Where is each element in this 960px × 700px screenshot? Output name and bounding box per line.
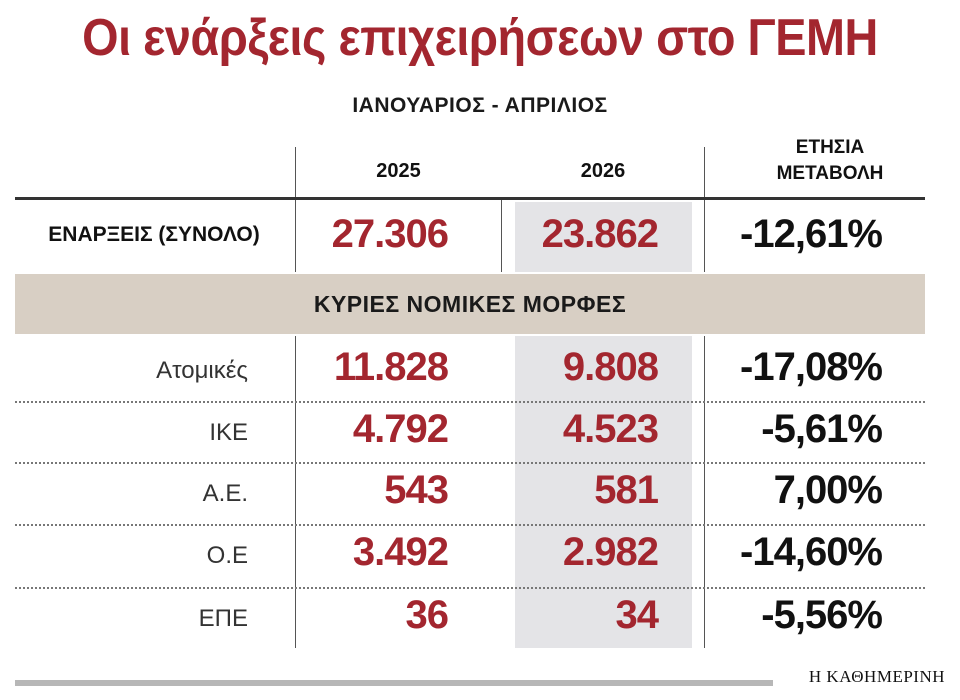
- source-credit: Η ΚΑΘΗΜΕΡΙΝΗ: [808, 667, 945, 686]
- value-2025: 543: [384, 468, 449, 512]
- change-value: -5,61%: [761, 407, 883, 451]
- change-value: 7,00%: [773, 468, 883, 512]
- value-2025: 3.492: [352, 530, 449, 574]
- change-value: -5,56%: [761, 593, 883, 637]
- column-header-change: ΕΤΗΣΙΑ ΜΕΤΑΒΟΛΗ: [730, 135, 930, 187]
- header-rule: [15, 197, 925, 200]
- row-divider: [15, 587, 925, 589]
- column-header-change-line1: ΕΤΗΣΙΑ: [795, 137, 865, 158]
- row-label: ΕΠΕ: [198, 605, 248, 632]
- column-divider: [295, 147, 296, 272]
- row-divider: [15, 462, 925, 464]
- total-row-label: ΕΝΑΡΞΕΙΣ (ΣΥΝΟΛΟ): [48, 223, 260, 246]
- section-header: ΚΥΡΙΕΣ ΝΟΜΙΚΕΣ ΜΟΡΦΕΣ: [15, 274, 925, 334]
- total-value-2026: 23.862: [541, 212, 659, 256]
- column-divider: [704, 336, 705, 648]
- column-divider: [501, 200, 502, 272]
- value-2025: 11.828: [333, 345, 449, 389]
- value-2026: 581: [594, 468, 659, 512]
- chart-title: Οι ενάρξεις επιχειρήσεων στο ΓΕΜΗ: [82, 9, 878, 67]
- change-value: -17,08%: [740, 345, 883, 389]
- value-2026: 2.982: [562, 530, 659, 574]
- value-2026: 4.523: [562, 407, 659, 451]
- row-divider: [15, 524, 925, 526]
- column-header-change-line2: ΜΕΤΑΒΟΛΗ: [776, 163, 884, 184]
- row-label: Ο.Ε: [206, 542, 248, 569]
- column-divider: [704, 147, 705, 272]
- value-2026: 9.808: [562, 345, 659, 389]
- total-change: -12,61%: [740, 212, 883, 256]
- value-2026: 34: [615, 593, 660, 637]
- row-divider: [15, 401, 925, 403]
- change-value: -14,60%: [740, 530, 883, 574]
- chart-subtitle: ΙΑΝΟΥΑΡΙΟΣ - ΑΠΡΙΛΙΟΣ: [352, 94, 608, 117]
- footer-bar: [15, 680, 773, 686]
- highlight-column-rows: [515, 336, 692, 648]
- highlight-column-total: [515, 202, 692, 272]
- value-2025: 36: [405, 593, 450, 637]
- row-label: Α.Ε.: [202, 480, 248, 507]
- total-value-2025: 27.306: [331, 212, 449, 256]
- column-header-2025: 2025: [376, 160, 421, 182]
- row-label: Ατομικές: [156, 357, 248, 384]
- column-header-2026: 2026: [580, 160, 626, 182]
- value-2025: 4.792: [352, 407, 449, 451]
- row-label: ΙΚΕ: [209, 419, 248, 446]
- column-divider: [295, 336, 296, 648]
